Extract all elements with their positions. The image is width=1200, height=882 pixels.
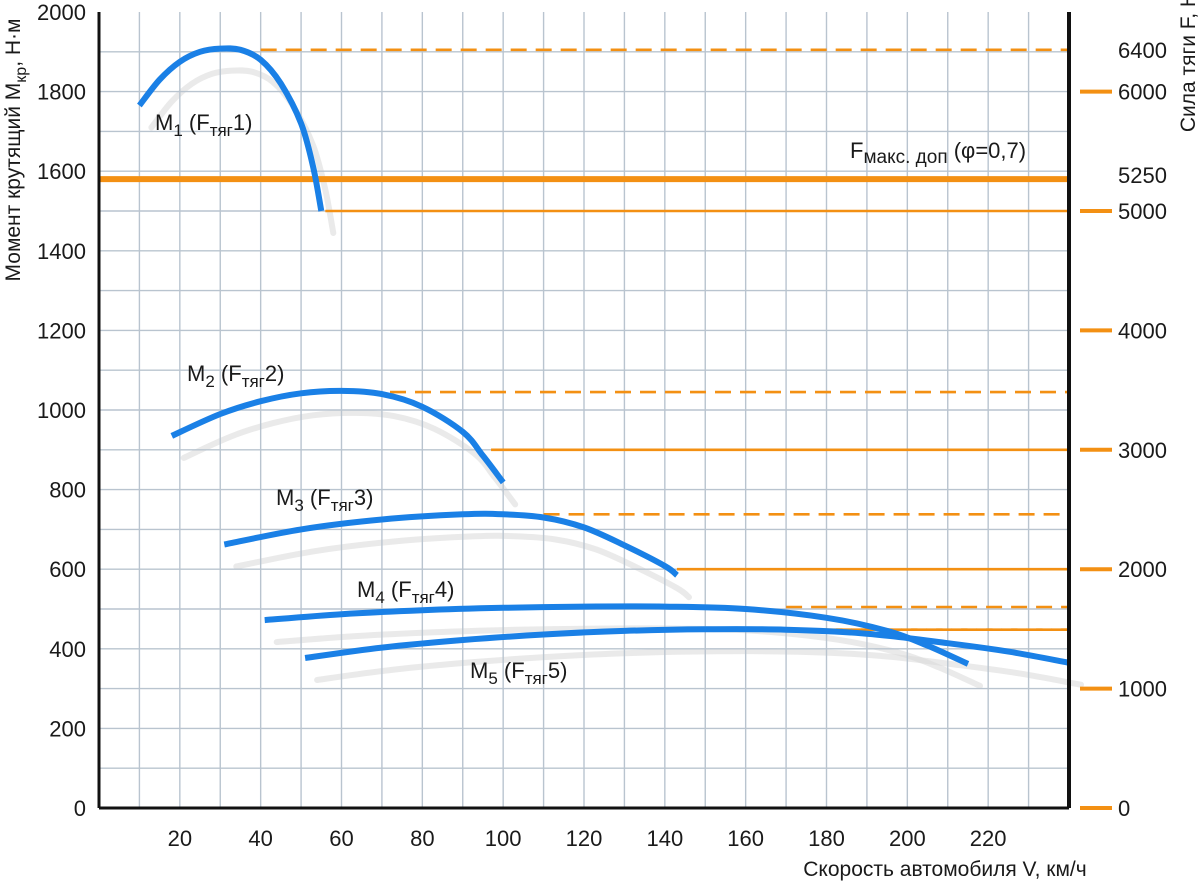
y-tick-label: 2000	[37, 0, 86, 25]
y-tick-label: 1600	[37, 159, 86, 184]
traction-force-lines	[99, 48, 1069, 631]
y2-tick-label: 4000	[1118, 318, 1167, 343]
x-tick-label: 100	[485, 826, 522, 851]
y-tick-label: 1400	[37, 239, 86, 264]
curve-label-m5: M5 (Fтяг5)	[470, 658, 567, 688]
y-tick-label: 1000	[37, 398, 86, 423]
x-tick-label: 180	[808, 826, 845, 851]
y-axis-title: Момент крутящий Mкр, Н·м	[2, 19, 30, 282]
y2-tick-label: 6000	[1118, 80, 1167, 105]
torque-curve-m4	[264, 603, 970, 667]
torque-curves	[137, 45, 1070, 667]
x-tick-label: 80	[410, 826, 434, 851]
torque-curve-m5	[304, 626, 1070, 666]
x-tick-label: 200	[889, 826, 926, 851]
fmax-label: Fмакс. доп (φ=0,7)	[850, 138, 1026, 168]
curve-shadow-3	[233, 532, 692, 601]
curve-label-open: (F	[183, 110, 210, 135]
y2-tick-label: 5000	[1118, 199, 1167, 224]
x-tick-label: 20	[168, 826, 192, 851]
curve-label-m4: M4 (Fтяг4)	[357, 577, 454, 607]
y2-tick-label: 2000	[1118, 557, 1167, 582]
y-axis-title-sub: кр	[13, 67, 30, 83]
torque-curve-m1	[137, 45, 325, 212]
y-tick-label: 1200	[37, 318, 86, 343]
curve-label-index: 2	[205, 372, 214, 391]
curve-label-m: M	[470, 658, 488, 683]
curve-label-sub: тяг	[242, 372, 265, 391]
curve-label-open: (F	[215, 361, 242, 386]
curve-label-close: 2)	[265, 361, 285, 386]
torque-curve-m2	[170, 387, 506, 485]
y-tick-label: 600	[49, 557, 86, 582]
y-tick-label: 200	[49, 716, 86, 741]
x-tick-label: 40	[248, 826, 272, 851]
curve-label-open: (F	[385, 577, 412, 602]
curve-label-close: 4)	[435, 577, 455, 602]
y2-axis-title: Сила тяги F, Н	[1177, 0, 1200, 132]
curve-label-close: 5)	[548, 658, 568, 683]
fmax-label-main: F	[850, 138, 863, 163]
curve-label-m: M	[187, 361, 205, 386]
x-tick-label: 220	[970, 826, 1007, 851]
y-tick-label: 0	[74, 796, 86, 821]
curve-shadow-1	[148, 67, 337, 236]
curve-label-open: (F	[498, 658, 525, 683]
curve-label-sub: тяг	[525, 669, 548, 688]
y2-tick-label: 1000	[1118, 677, 1167, 702]
curve-label-index: 4	[375, 588, 384, 607]
y-tick-label: 800	[49, 478, 86, 503]
curve-label-m: M	[357, 577, 375, 602]
y2-tick-label: 0	[1118, 796, 1130, 821]
curve-label-index: 5	[488, 669, 497, 688]
curve-label-m3: M3 (Fтяг3)	[276, 485, 373, 515]
torque-curve-m3	[223, 510, 679, 578]
curve-label-m: M	[276, 485, 294, 510]
x-tick-label: 60	[329, 826, 353, 851]
curve-shadow-2	[180, 409, 519, 508]
y2-tick-label: 6400	[1118, 38, 1167, 63]
x-tick-label: 160	[727, 826, 764, 851]
curve-label-sub: тяг	[331, 496, 354, 515]
y-axis-title-main: Момент крутящий M	[2, 83, 25, 282]
curve-label-close: 1)	[233, 110, 253, 135]
fmax-label-sub: макс. доп	[863, 147, 947, 168]
x-tick-label: 140	[646, 826, 683, 851]
curve-label-m: M	[155, 110, 173, 135]
fmax-label-tail: (φ=0,7)	[948, 138, 1026, 163]
y2-tick-label: 5250	[1118, 163, 1167, 188]
curve-label-index: 1	[173, 121, 182, 140]
curve-label-index: 3	[294, 496, 303, 515]
y2-tick-label: 3000	[1118, 438, 1167, 463]
curve-label-close: 3)	[354, 485, 374, 510]
y-tick-label: 1800	[37, 80, 86, 105]
curve-label-m1: M1 (Fтяг1)	[155, 110, 252, 140]
curve-label-sub: тяг	[412, 588, 435, 607]
curve-label-m2: M2 (Fтяг2)	[187, 361, 284, 391]
x-tick-label: 120	[566, 826, 603, 851]
axes	[97, 12, 1112, 810]
curve-label-open: (F	[304, 485, 331, 510]
x-axis-title: Скорость автомобиля V, км/ч	[803, 858, 1086, 881]
y-tick-label: 400	[49, 637, 86, 662]
curve-label-sub: тяг	[210, 121, 233, 140]
y-axis-title-tail: , Н·м	[2, 19, 25, 67]
